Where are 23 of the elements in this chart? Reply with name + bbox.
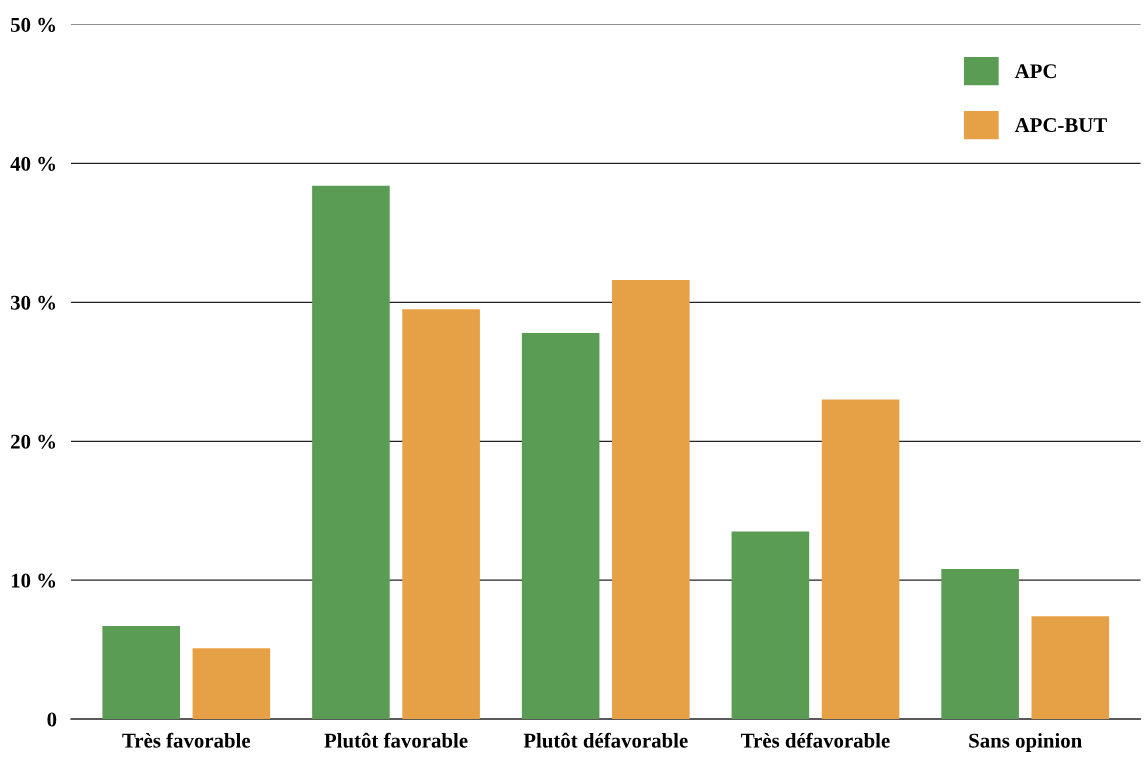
bar: [102, 626, 180, 720]
x-tick-label: Plutôt défavorable: [523, 732, 688, 748]
legend-label: APC-BUT: [1014, 118, 1107, 133]
bar: [192, 648, 271, 720]
y-tick-label: 10 %: [11, 573, 56, 588]
bar: [521, 332, 600, 720]
y-tick-label: 30 %: [10, 295, 56, 310]
y-tick-label: 20 %: [11, 434, 56, 449]
x-tick-label: Très défavorable: [741, 732, 890, 748]
y-tick-label: 0: [47, 712, 57, 727]
y-tick-label: 40 %: [10, 156, 56, 171]
bar: [1031, 616, 1110, 720]
bar: [731, 531, 810, 720]
bar: [312, 185, 390, 720]
bar: [402, 309, 480, 720]
legend-label: APC: [1014, 64, 1056, 79]
x-tick-label: Très favorable: [122, 732, 251, 748]
bar: [612, 280, 690, 720]
bar: [941, 569, 1019, 720]
x-tick-label: Plutôt favorable: [324, 732, 468, 748]
x-tick-label: Sans opinion: [969, 732, 1082, 752]
bar: [821, 399, 900, 720]
y-tick-label: 50 %: [11, 17, 56, 32]
